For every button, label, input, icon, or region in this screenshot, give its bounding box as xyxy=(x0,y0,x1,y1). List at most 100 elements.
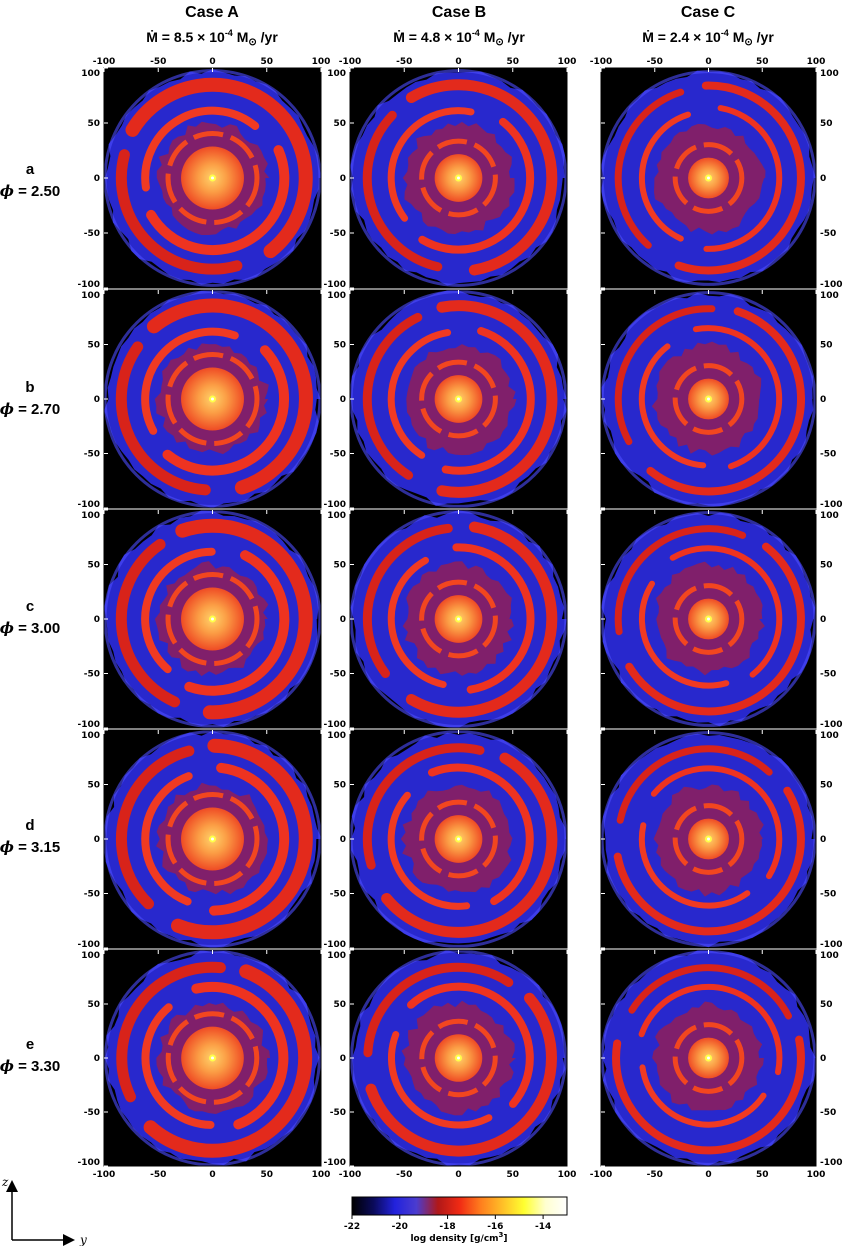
z-tick-label: -50 xyxy=(820,229,836,239)
svg-text:ϕ = 3.15: ϕ = 3.15 xyxy=(0,838,60,856)
density-panel-d-case-B xyxy=(349,729,568,949)
density-panel-a-case-C xyxy=(600,67,817,289)
row-label-b: b ϕ = 2.70 xyxy=(0,379,60,418)
inner-ring xyxy=(165,1011,260,1105)
star-center xyxy=(457,837,460,841)
z-tick-label: 100 xyxy=(327,69,346,79)
z-tick-label: 0 xyxy=(820,835,826,845)
z-tick-label: 0 xyxy=(94,1054,100,1064)
svg-text:d: d xyxy=(25,817,34,834)
outer-shell-arc xyxy=(628,964,792,1020)
z-tick-label: 50 xyxy=(820,781,833,791)
inner-shell-arc xyxy=(418,117,535,254)
outer-shell-arc xyxy=(381,752,558,938)
star-center xyxy=(457,1056,460,1060)
y-tick-label-top: 100 xyxy=(558,57,577,67)
density-panel-c-case-B xyxy=(349,509,568,729)
outer-shell-arc xyxy=(362,312,423,480)
outer-shell-arc xyxy=(613,786,805,936)
outer-shell-arc xyxy=(116,961,226,1103)
z-tick-label: -100 xyxy=(323,500,346,510)
z-tick-label: -50 xyxy=(84,670,100,680)
y-tick-label-top: 50 xyxy=(260,57,273,67)
z-tick-label: 0 xyxy=(94,835,100,845)
z-tick-label: 50 xyxy=(87,561,100,571)
inner-shell-arc xyxy=(387,329,452,459)
z-tick-label: 0 xyxy=(820,1054,826,1064)
z-tick-label: -50 xyxy=(820,670,836,680)
z-tick-label: 50 xyxy=(87,1000,100,1010)
inner-shell-arc xyxy=(428,763,534,906)
z-tick-label: 0 xyxy=(340,835,346,845)
z-tick-label: -50 xyxy=(330,229,346,239)
inner-ring xyxy=(419,359,498,439)
svg-text:ϕ = 3.00: ϕ = 3.00 xyxy=(0,619,60,637)
outer-shell-arc xyxy=(171,738,313,940)
inner-shell-arc xyxy=(638,822,751,909)
inner-shell-arc xyxy=(407,982,534,1108)
z-tick-label: 100 xyxy=(820,69,839,79)
star-center xyxy=(707,397,710,401)
outer-shell-arc xyxy=(363,962,514,1058)
svg-text:e: e xyxy=(26,1036,34,1053)
inner-ring xyxy=(419,1018,498,1098)
outer-shell-arc xyxy=(436,300,558,498)
z-tick-label: 100 xyxy=(327,731,346,741)
z-tick-label: 100 xyxy=(327,511,346,521)
density-panel-grid xyxy=(103,67,817,1167)
outer-shell-arc xyxy=(365,992,557,1157)
outer-shell-arc xyxy=(362,110,443,272)
outer-shell-arc xyxy=(146,298,313,495)
row-label-d: d ϕ = 3.15 xyxy=(0,817,60,856)
z-tick-label: -50 xyxy=(84,450,100,460)
z-tick-label: -50 xyxy=(330,450,346,460)
y-tick-label-top: -50 xyxy=(396,57,412,67)
outer-shell-arc xyxy=(646,307,805,496)
z-tick-label: 0 xyxy=(340,395,346,405)
inner-ring xyxy=(165,131,260,225)
svg-text:c: c xyxy=(26,598,34,615)
outer-shell-arc xyxy=(362,743,485,870)
y-tick-label-bottom: -100 xyxy=(93,1170,116,1180)
y-tick-label-top: 50 xyxy=(506,57,519,67)
z-tick-label: 100 xyxy=(81,69,100,79)
density-panel-d-case-C xyxy=(600,729,817,949)
colorbar-label: log density [g/cm3] xyxy=(410,1231,507,1244)
y-tick-label-top: -100 xyxy=(590,57,613,67)
star-center xyxy=(457,397,460,401)
outer-shell-arc xyxy=(405,79,558,276)
inner-shell-arc xyxy=(638,343,707,469)
y-tick-label-top: 50 xyxy=(756,57,769,67)
inner-shell-arc xyxy=(387,556,447,688)
z-tick-label: -50 xyxy=(84,229,100,239)
z-axis-label: z xyxy=(1,1175,9,1189)
inner-ring xyxy=(165,572,260,666)
z-tick-label: 50 xyxy=(820,119,833,129)
z-tick-label: -100 xyxy=(323,1158,346,1168)
z-tick-label: -50 xyxy=(820,1108,836,1118)
z-tick-label: 50 xyxy=(820,341,833,351)
outer-shell-arc xyxy=(175,518,313,720)
inner-ring xyxy=(672,142,745,214)
inner-ring xyxy=(419,799,498,879)
outer-shell-arc xyxy=(116,745,195,910)
density-panel-a-case-B xyxy=(349,67,568,289)
colorbar-ticks: -22 -20 -18 -16 -14 xyxy=(344,1215,551,1232)
density-panel-e-case-A xyxy=(103,949,322,1167)
inner-shell-arc xyxy=(638,983,783,1076)
y-tick-label-bottom: 50 xyxy=(756,1170,769,1180)
svg-text:ϕ = 3.30: ϕ = 3.30 xyxy=(0,1057,60,1075)
z-tick-label: -100 xyxy=(820,280,843,290)
outer-shell-arc xyxy=(115,538,181,708)
star-center xyxy=(211,837,214,841)
z-tick-label: 0 xyxy=(820,174,826,184)
outer-shell-arc xyxy=(143,964,313,1158)
svg-text:ϕ = 2.70: ϕ = 2.70 xyxy=(0,400,60,418)
z-tick-label: -100 xyxy=(323,940,346,950)
inner-shell-arc xyxy=(388,1031,493,1129)
z-tick-label: -100 xyxy=(323,720,346,730)
colorbar-tick-label: -22 xyxy=(344,1222,360,1232)
inner-shell-arc xyxy=(146,145,290,256)
y-tick-label-bottom: 0 xyxy=(455,1170,461,1180)
y-tick-label-bottom: 100 xyxy=(558,1170,577,1180)
